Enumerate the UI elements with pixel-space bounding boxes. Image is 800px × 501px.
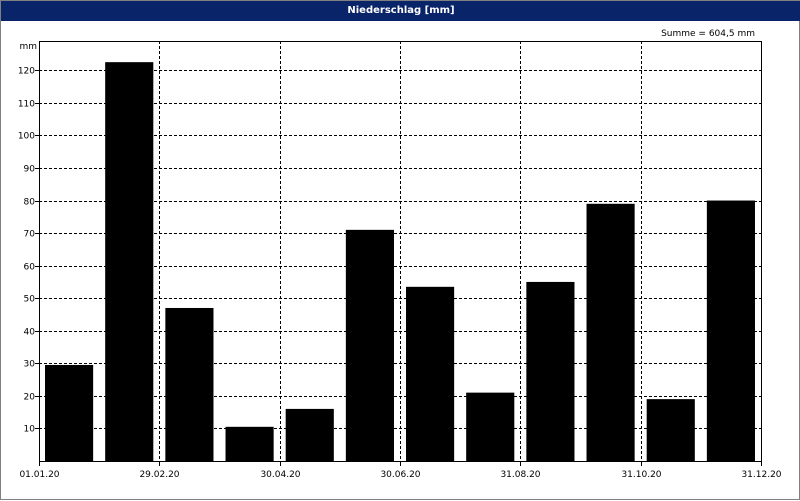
bar-sep [526, 281, 575, 461]
x-tick-label-6: 31.12.20 [741, 470, 781, 480]
y-tick-label-70: 70 [24, 230, 36, 240]
chart-title: Niederschlag [mm] [1, 1, 800, 21]
bar-jan [45, 364, 94, 461]
bar-oct [586, 203, 635, 461]
bar-dec [706, 200, 755, 461]
y-tick-label-50: 50 [24, 295, 36, 305]
bar-jul [406, 286, 455, 461]
bar-apr [225, 426, 274, 461]
y-tick-label-110: 110 [18, 100, 35, 110]
x-tick-label-5: 31.10.20 [621, 470, 661, 480]
y-tick-label-80: 80 [24, 198, 36, 208]
grid [39, 41, 761, 461]
plot-border [39, 41, 762, 462]
bar-mar [165, 307, 214, 461]
y-tick-label-120: 120 [18, 67, 35, 77]
x-tick-label-2: 30.04.20 [260, 470, 300, 480]
y-tick-label-100: 100 [18, 132, 35, 142]
bar-jun [345, 229, 394, 461]
y-tick-label-40: 40 [24, 328, 36, 338]
bars [45, 62, 755, 462]
y-tick-label-90: 90 [24, 165, 36, 175]
y-tick-label-10: 10 [24, 425, 36, 435]
x-tick-label-0: 01.01.20 [19, 470, 59, 480]
bar-nov [646, 399, 695, 461]
y-axis-label: mm [19, 42, 37, 52]
y-tick-label-30: 30 [24, 360, 36, 370]
sum-annotation: Summe = 604,5 mm [661, 29, 755, 39]
bar-may [285, 408, 334, 461]
x-tick-label-4: 31.08.20 [500, 470, 540, 480]
bar-aug [466, 392, 515, 461]
x-tick-label-3: 30.06.20 [380, 470, 420, 480]
bar-feb [105, 62, 154, 462]
y-tick-label-20: 20 [24, 393, 36, 403]
axes: 10 20 30 40 50 60 70 80 90 100 110 120 01.01.20 29.02… [18, 41, 782, 480]
y-tick-label-60: 60 [24, 263, 36, 273]
x-tick-label-1: 29.02.20 [139, 470, 179, 480]
